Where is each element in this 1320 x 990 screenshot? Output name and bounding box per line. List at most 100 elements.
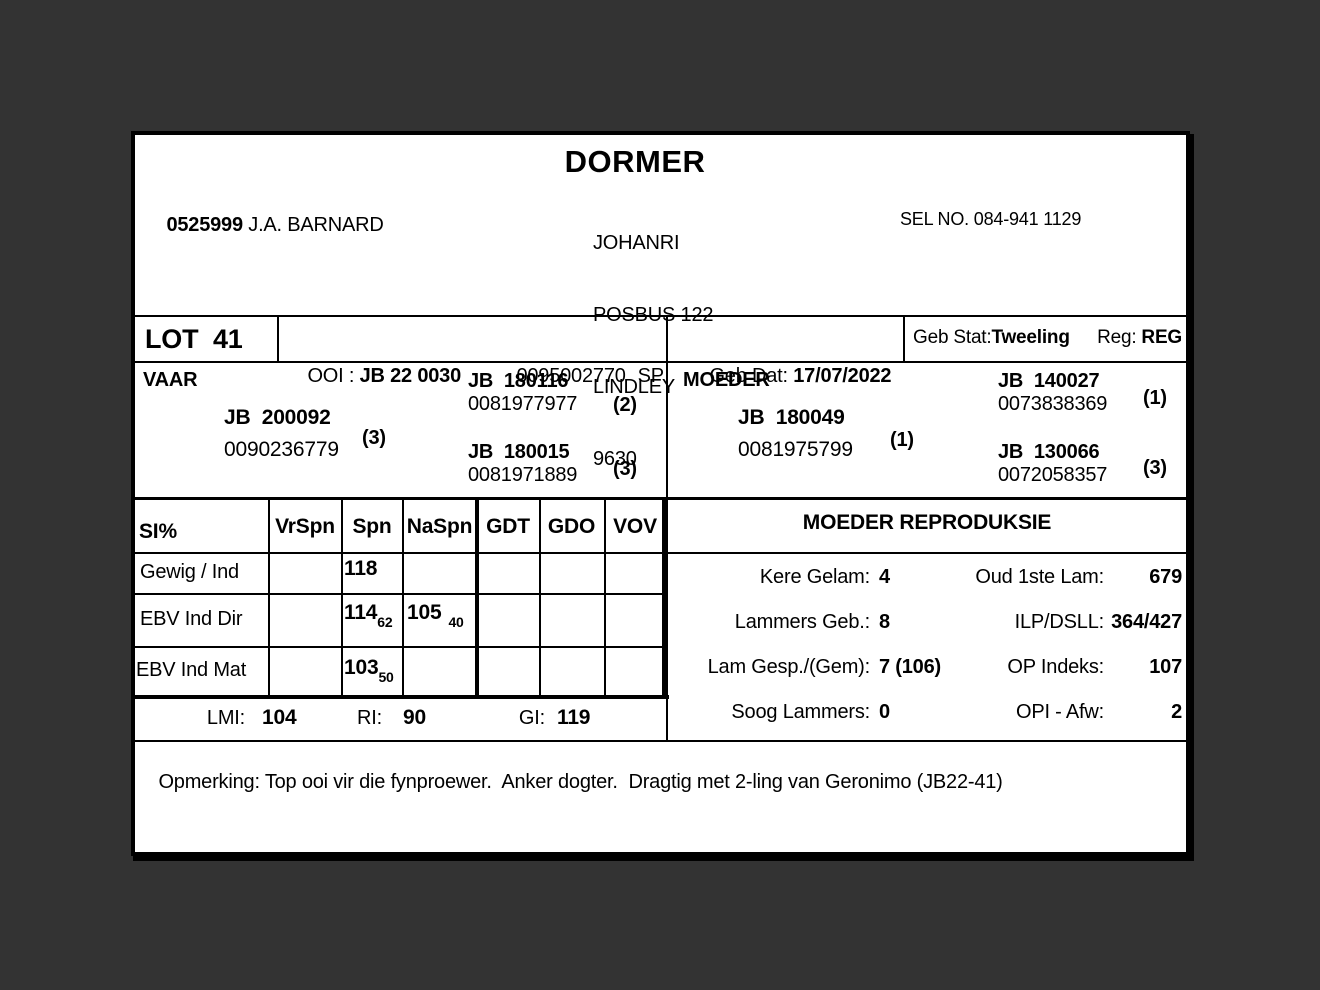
table-column-divider xyxy=(341,497,343,695)
sire-dam-id: JB 180015 xyxy=(468,441,570,463)
dam-id: JB 180049 xyxy=(738,406,845,429)
sire-sire-reg: 0081977977 xyxy=(468,393,578,415)
table-column-divider xyxy=(268,497,270,695)
table-column-divider-thick xyxy=(475,497,479,695)
member-number: 0525999 xyxy=(166,214,243,236)
lmi-value: 104 xyxy=(262,706,297,729)
repro-row: Lam Gesp./(Gem): 7 (106) OP Indeks: 107 xyxy=(668,645,1186,690)
birth-status-cell: Geb Stat: Tweeling Reg: REG xyxy=(913,319,1182,357)
ooi-registration: 0095002770 SP xyxy=(495,319,664,433)
table-bottom-border xyxy=(135,695,669,699)
address-line: 9630 xyxy=(593,448,637,470)
ooi-flag: SP xyxy=(637,365,664,387)
reg-value: REG xyxy=(1141,327,1182,348)
value-accuracy: 40 xyxy=(448,614,464,630)
horizontal-divider xyxy=(135,315,1186,317)
ooi-cell: OOI : JB 22 0030 xyxy=(286,319,461,433)
sire-id: JB 200092 xyxy=(224,406,331,429)
ooi-reg-number: 0095002770 xyxy=(516,365,626,387)
repro-value: 679 xyxy=(1149,566,1182,588)
si-cell-value: 105 40 xyxy=(407,601,464,630)
sel-no: SEL NO. 084-941 1129 xyxy=(900,209,1082,229)
horizontal-divider xyxy=(135,552,1186,554)
dam-dam-id: JB 130066 xyxy=(998,441,1100,463)
repro-label: Soog Lammers: xyxy=(731,701,870,723)
owner-line: 0525999 J.A. BARNARD xyxy=(145,186,384,264)
table-row-divider xyxy=(135,593,666,595)
si-table-header-naspn: NaSpn xyxy=(406,515,473,538)
ri-label: RI: xyxy=(357,707,382,729)
dam-section-label: MOEDER xyxy=(683,369,770,391)
sire-section-label: VAAR xyxy=(143,369,198,391)
address-line: JOHANRI xyxy=(593,232,680,254)
dam-dam-reg: 0072058357 xyxy=(998,464,1108,486)
dam-dam-note: (3) xyxy=(1143,457,1167,479)
address-block: JOHANRI POSBUS 122 LINDLEY 9630 xyxy=(593,186,713,520)
sire-dam-reg: 0081971889 xyxy=(468,464,578,486)
repro-row: Kere Gelam: 4 Oud 1ste Lam: 679 xyxy=(668,555,1186,600)
si-cell-value: 10350 xyxy=(344,656,394,685)
gi-label: GI: xyxy=(518,707,545,729)
birth-date-label: Geb Dat: xyxy=(709,365,788,387)
address-line: LINDLEY xyxy=(593,376,675,398)
repro-title: MOEDER REPRODUKSIE xyxy=(802,511,1052,534)
horizontal-divider xyxy=(135,740,1186,742)
si-table-header-si: SI% xyxy=(139,520,177,543)
repro-row: Lammers Geb.: 8 ILP/DSLL: 364/427 xyxy=(668,600,1186,645)
repro-value: 8 xyxy=(879,611,890,633)
repro-label: Lammers Geb.: xyxy=(734,611,870,633)
birth-status-label: Geb Stat: xyxy=(913,327,992,348)
repro-label: Oud 1ste Lam: xyxy=(975,566,1104,588)
dam-sire-reg: 0073838369 xyxy=(998,393,1108,415)
si-table-header-vov: VOV xyxy=(613,515,657,538)
repro-label: Kere Gelam: xyxy=(759,566,870,588)
horizontal-divider xyxy=(135,497,1186,500)
sire-note: (3) xyxy=(362,427,386,449)
ri-value: 90 xyxy=(403,706,426,729)
vertical-divider xyxy=(903,315,905,361)
gi-value: 119 xyxy=(557,706,591,729)
repro-value: 107 xyxy=(1149,656,1182,678)
birth-date-cell: Geb Dat: 17/07/2022 xyxy=(688,319,891,433)
repro-label: OPI - Afw: xyxy=(1015,701,1104,723)
reg-label: Reg: xyxy=(1097,327,1137,348)
table-column-divider xyxy=(402,497,404,695)
repro-label: ILP/DSLL: xyxy=(1014,611,1105,633)
dam-note: (1) xyxy=(890,429,914,451)
owner-name: J.A. BARNARD xyxy=(248,214,384,236)
si-cell-value: 118 xyxy=(344,557,378,580)
remark-label: Opmerking: xyxy=(158,771,260,793)
value-main: 103 xyxy=(344,656,379,679)
repro-value: 7 (106) xyxy=(879,656,941,678)
repro-row: Soog Lammers: 0 OPI - Afw: 2 xyxy=(668,690,1186,735)
si-table-header-vrspn: VrSpn xyxy=(275,515,335,538)
horizontal-divider xyxy=(135,361,1186,363)
birth-status-value: Tweeling xyxy=(991,327,1070,348)
ooi-label: OOI : xyxy=(307,365,355,387)
vertical-divider xyxy=(277,315,279,361)
si-row-label: EBV Ind Mat xyxy=(136,659,247,681)
si-row-label: Gewig / Ind xyxy=(140,561,239,583)
sire-dam-note: (3) xyxy=(613,458,637,480)
repro-table: Kere Gelam: 4 Oud 1ste Lam: 679 Lammers Geb… xyxy=(668,555,1186,735)
dam-sire-id: JB 140027 xyxy=(998,370,1100,392)
catalog-card: DORMER 0525999 J.A. BARNARD JOHANRI POSB… xyxy=(131,131,1190,856)
value-accuracy: 62 xyxy=(377,614,393,630)
value-main: 114 xyxy=(344,601,378,624)
si-row-label: EBV Ind Dir xyxy=(140,608,243,630)
repro-value: 0 xyxy=(879,701,890,723)
si-table-header-gdo: GDO xyxy=(547,515,596,538)
sire-reg: 0090236779 xyxy=(224,438,339,461)
table-right-border xyxy=(662,497,668,699)
repro-label: Lam Gesp./(Gem): xyxy=(707,656,871,678)
repro-value: 4 xyxy=(879,566,890,588)
repro-value: 364/427 xyxy=(1111,611,1182,633)
sire-sire-note: (2) xyxy=(613,394,637,416)
breed-title: DORMER xyxy=(564,144,706,179)
si-table-header-spn: Spn xyxy=(352,515,392,538)
repro-value: 2 xyxy=(1171,701,1182,723)
remark-text: Top ooi vir die fynproewer. Anker dogter… xyxy=(264,771,1003,793)
si-cell-value: 11462 xyxy=(344,601,393,630)
table-row-divider xyxy=(135,646,666,648)
